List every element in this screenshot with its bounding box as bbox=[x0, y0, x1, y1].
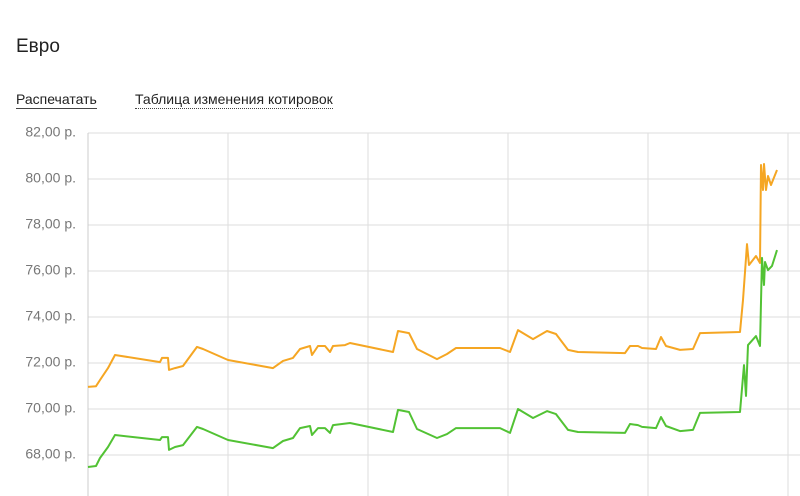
y-tick-label: 68,00 р. bbox=[25, 446, 76, 462]
y-tick-label: 74,00 р. bbox=[25, 308, 76, 324]
rate-line bbox=[87, 163, 778, 388]
rate-line bbox=[87, 249, 778, 468]
y-tick-label: 70,00 р. bbox=[25, 400, 76, 416]
y-tick-label: 82,00 р. bbox=[25, 124, 76, 140]
quotes-table-link[interactable]: Таблица изменения котировок bbox=[135, 91, 333, 109]
y-tick-label: 80,00 р. bbox=[25, 170, 76, 186]
print-link[interactable]: Распечатать bbox=[16, 91, 97, 109]
y-tick-label: 72,00 р. bbox=[25, 354, 76, 370]
y-tick-label: 76,00 р. bbox=[25, 262, 76, 278]
y-tick-label: 78,00 р. bbox=[25, 216, 76, 232]
vertical-grid bbox=[227, 133, 789, 496]
page-title: Евро bbox=[16, 36, 60, 57]
